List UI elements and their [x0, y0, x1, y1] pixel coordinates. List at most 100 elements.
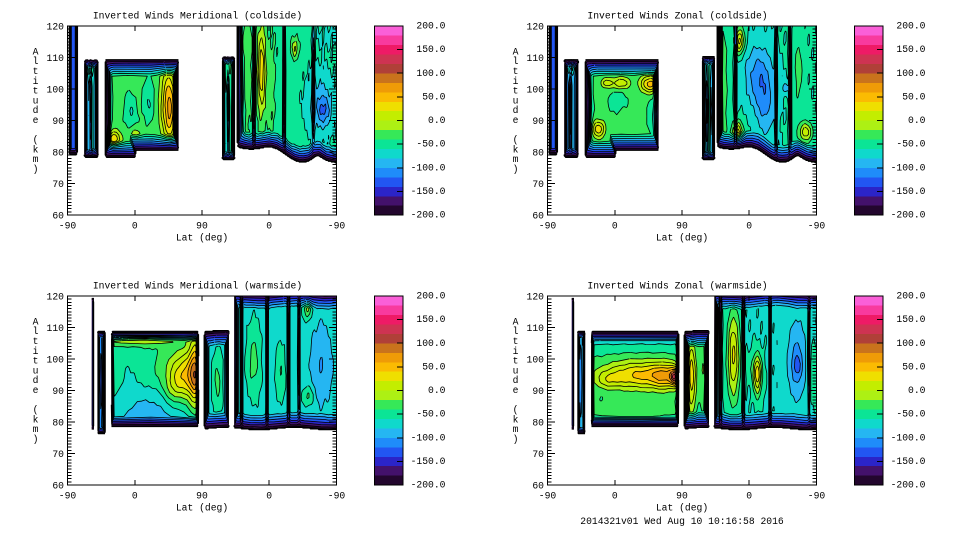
svg-text:-90: -90: [808, 221, 826, 232]
svg-text:150.0: 150.0: [416, 44, 445, 55]
svg-text:): ): [513, 164, 519, 175]
svg-text:70: 70: [532, 179, 544, 190]
svg-text:120: 120: [527, 291, 545, 302]
svg-text:60: 60: [532, 210, 544, 221]
svg-text:d: d: [513, 105, 519, 116]
svg-text:Inverted Winds Zonal (warmside: Inverted Winds Zonal (warmside): [587, 281, 767, 292]
svg-text:100: 100: [527, 84, 545, 95]
svg-text:m: m: [513, 424, 519, 435]
svg-text:100.0: 100.0: [896, 338, 925, 349]
svg-text:(: (: [33, 135, 39, 146]
svg-text:d: d: [33, 105, 39, 116]
svg-text:-90: -90: [808, 491, 826, 502]
svg-text:110: 110: [47, 323, 65, 334]
svg-text:u: u: [33, 365, 39, 376]
svg-text:-50.0: -50.0: [416, 409, 445, 420]
svg-text:150.0: 150.0: [416, 314, 445, 325]
svg-text:A: A: [513, 46, 519, 57]
svg-text:90: 90: [52, 386, 64, 397]
svg-text:200.0: 200.0: [896, 291, 925, 302]
svg-text:): ): [33, 164, 39, 175]
svg-text:t: t: [33, 86, 39, 97]
svg-text:70: 70: [52, 179, 64, 190]
svg-text:u: u: [33, 95, 39, 106]
svg-text:Lat (deg): Lat (deg): [656, 503, 708, 514]
svg-text:t: t: [33, 356, 39, 367]
svg-text:-150.0: -150.0: [891, 456, 926, 467]
svg-text:0: 0: [266, 491, 272, 502]
svg-text:k: k: [513, 414, 519, 425]
svg-text:d: d: [513, 375, 519, 386]
svg-text:0.0: 0.0: [428, 385, 446, 396]
svg-text:120: 120: [47, 291, 65, 302]
svg-text:-50.0: -50.0: [416, 139, 445, 150]
svg-text:(: (: [33, 405, 39, 416]
svg-text:(: (: [513, 405, 519, 416]
svg-text:0: 0: [746, 221, 752, 232]
svg-text:k: k: [513, 144, 519, 155]
svg-text:): ): [513, 434, 519, 445]
svg-text:50.0: 50.0: [422, 92, 445, 103]
svg-text:-200.0: -200.0: [891, 210, 926, 221]
svg-text:): ): [33, 434, 39, 445]
svg-text:m: m: [33, 424, 39, 435]
svg-text:150.0: 150.0: [896, 44, 925, 55]
svg-text:100.0: 100.0: [416, 68, 445, 79]
svg-text:A: A: [33, 316, 39, 327]
svg-text:t: t: [513, 356, 519, 367]
svg-text:50.0: 50.0: [902, 362, 925, 373]
svg-text:l: l: [33, 56, 39, 67]
svg-text:e: e: [513, 115, 519, 126]
svg-text:0.0: 0.0: [908, 385, 926, 396]
svg-text:-90: -90: [539, 491, 557, 502]
svg-text:-100.0: -100.0: [891, 432, 926, 443]
svg-text:110: 110: [527, 53, 545, 64]
svg-text:m: m: [33, 154, 39, 165]
svg-text:u: u: [513, 365, 519, 376]
svg-text:l: l: [513, 326, 519, 337]
svg-text:Inverted Winds Meridional (war: Inverted Winds Meridional (warmside): [93, 281, 302, 292]
svg-text:Inverted Winds Zonal (coldside: Inverted Winds Zonal (coldside): [587, 11, 767, 22]
svg-text:90: 90: [676, 491, 688, 502]
svg-text:100: 100: [47, 354, 65, 365]
svg-text:Lat (deg): Lat (deg): [176, 503, 228, 514]
svg-text:120: 120: [527, 21, 545, 32]
svg-text:Lat (deg): Lat (deg): [656, 233, 708, 244]
svg-text:90: 90: [532, 116, 544, 127]
svg-text:l: l: [33, 326, 39, 337]
svg-text:-100.0: -100.0: [411, 432, 446, 443]
svg-text:200.0: 200.0: [896, 21, 925, 32]
svg-text:-50.0: -50.0: [896, 409, 925, 420]
svg-text:i: i: [33, 76, 39, 87]
svg-text:200.0: 200.0: [416, 21, 445, 32]
svg-text:60: 60: [52, 480, 64, 491]
svg-text:k: k: [33, 144, 39, 155]
svg-text:0: 0: [266, 221, 272, 232]
svg-text:-100.0: -100.0: [411, 162, 446, 173]
svg-text:80: 80: [52, 417, 64, 428]
svg-text:(: (: [513, 135, 519, 146]
svg-text:50.0: 50.0: [902, 92, 925, 103]
svg-text:Lat (deg): Lat (deg): [176, 233, 228, 244]
svg-text:60: 60: [532, 480, 544, 491]
svg-text:i: i: [33, 346, 39, 357]
svg-text:80: 80: [532, 147, 544, 158]
svg-text:k: k: [33, 414, 39, 425]
svg-text:0.0: 0.0: [908, 115, 926, 126]
svg-text:120: 120: [47, 21, 65, 32]
svg-text:0: 0: [132, 221, 138, 232]
svg-text:90: 90: [196, 491, 208, 502]
svg-text:110: 110: [47, 53, 65, 64]
svg-text:t: t: [33, 66, 39, 77]
svg-text:-150.0: -150.0: [411, 186, 446, 197]
svg-text:0: 0: [132, 491, 138, 502]
svg-text:-90: -90: [59, 221, 77, 232]
svg-text:100.0: 100.0: [896, 68, 925, 79]
svg-text:i: i: [513, 346, 519, 357]
svg-text:-90: -90: [328, 221, 346, 232]
svg-text:80: 80: [532, 417, 544, 428]
svg-text:-200.0: -200.0: [891, 480, 926, 491]
svg-text:t: t: [33, 336, 39, 347]
svg-text:-90: -90: [328, 491, 346, 502]
svg-text:e: e: [33, 115, 39, 126]
